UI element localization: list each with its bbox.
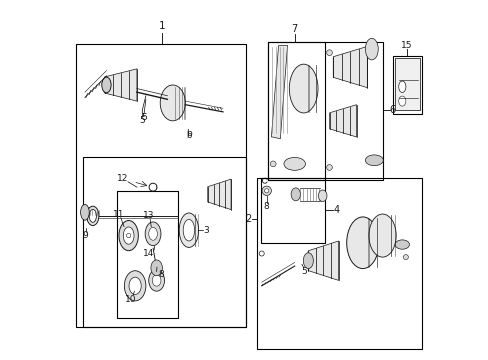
Text: 7: 7: [291, 24, 297, 35]
Ellipse shape: [318, 190, 326, 202]
Ellipse shape: [145, 222, 161, 246]
Ellipse shape: [365, 155, 383, 166]
Text: 10: 10: [124, 294, 136, 303]
Ellipse shape: [303, 253, 313, 269]
Ellipse shape: [289, 64, 317, 113]
Bar: [257, 178, 421, 348]
Polygon shape: [333, 46, 366, 87]
Ellipse shape: [102, 77, 111, 93]
Ellipse shape: [152, 275, 161, 286]
Ellipse shape: [81, 204, 89, 220]
Ellipse shape: [151, 260, 162, 276]
Text: 2: 2: [245, 215, 251, 224]
Text: 5: 5: [139, 116, 145, 125]
Polygon shape: [307, 241, 338, 280]
Text: 1: 1: [159, 21, 165, 31]
Bar: [267, 42, 325, 180]
Ellipse shape: [346, 217, 378, 269]
Circle shape: [326, 165, 332, 170]
Text: b: b: [186, 131, 191, 140]
Bar: [392, 56, 421, 114]
Ellipse shape: [86, 206, 99, 226]
Polygon shape: [207, 179, 230, 210]
Circle shape: [126, 233, 131, 238]
Circle shape: [403, 255, 407, 260]
Circle shape: [262, 186, 271, 195]
Ellipse shape: [398, 96, 405, 106]
Bar: [76, 44, 246, 327]
Ellipse shape: [290, 188, 300, 201]
Bar: [260, 178, 325, 243]
Ellipse shape: [179, 213, 198, 247]
Ellipse shape: [89, 210, 96, 222]
Text: 8: 8: [158, 270, 163, 279]
Circle shape: [326, 50, 332, 55]
Text: 12: 12: [117, 174, 128, 183]
Ellipse shape: [284, 157, 305, 170]
Text: 11: 11: [112, 210, 124, 219]
Ellipse shape: [394, 240, 408, 249]
Ellipse shape: [123, 227, 134, 244]
Ellipse shape: [129, 277, 141, 294]
Polygon shape: [271, 45, 287, 139]
Ellipse shape: [119, 221, 138, 251]
Bar: [267, 42, 382, 180]
Text: b: b: [185, 129, 191, 138]
Ellipse shape: [365, 39, 378, 60]
Circle shape: [270, 161, 276, 167]
Text: 5: 5: [141, 113, 147, 122]
Bar: [394, 58, 419, 110]
Text: 14: 14: [142, 249, 154, 258]
Text: 15: 15: [400, 41, 412, 50]
Ellipse shape: [398, 81, 405, 93]
Circle shape: [264, 189, 268, 193]
Text: 6: 6: [389, 105, 395, 115]
Ellipse shape: [160, 85, 185, 121]
Ellipse shape: [148, 270, 164, 291]
Ellipse shape: [183, 220, 194, 241]
Text: 8: 8: [264, 202, 269, 211]
Polygon shape: [329, 105, 356, 137]
Ellipse shape: [148, 227, 157, 240]
Bar: [117, 191, 178, 318]
Text: 3: 3: [203, 226, 208, 235]
Bar: [83, 157, 246, 327]
Text: 13: 13: [142, 211, 154, 220]
Polygon shape: [104, 69, 137, 101]
Text: 5: 5: [300, 267, 306, 276]
Text: 9: 9: [82, 231, 88, 240]
Ellipse shape: [124, 271, 145, 301]
Text: 4: 4: [333, 206, 339, 216]
Ellipse shape: [368, 214, 395, 257]
